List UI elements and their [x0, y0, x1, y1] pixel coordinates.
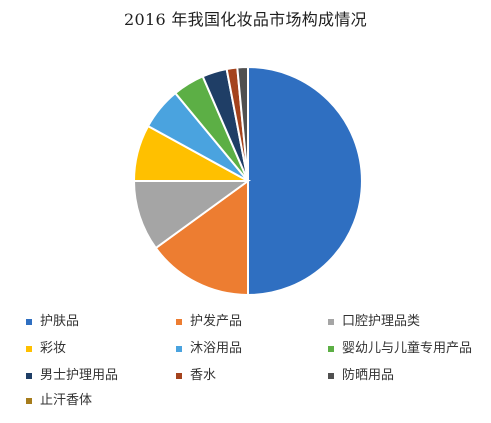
legend-swatch-perfume	[176, 373, 182, 379]
legend-label-skin-care: 护肤品	[40, 314, 80, 329]
legend-swatch-sunscreen	[328, 373, 334, 379]
pie-slice-2	[132, 180, 252, 250]
legend-swatch-baby-child	[328, 346, 334, 352]
legend-label-hair-care: 护发产品	[190, 314, 243, 329]
legend-label-antiperspirant: 止汗香体	[40, 393, 93, 408]
legend-item-skin-care: 护肤品	[26, 313, 79, 331]
legend-swatch-hair-care	[176, 319, 182, 325]
pie-slice-1	[154, 179, 249, 297]
legend-label-sunscreen: 防晒用品	[342, 368, 395, 383]
legend-label-baby-child: 婴幼儿与儿童专用产品	[342, 341, 473, 356]
legend-swatch-antiperspirant	[26, 398, 32, 404]
legend-swatch-men-care	[26, 373, 32, 379]
legend-item-perfume: 香水	[176, 367, 216, 385]
legend: 护肤品 护发产品 口腔护理品类 彩妆 沐浴用品 婴幼儿与儿童专用产品 男士护理用…	[26, 313, 486, 413]
legend-item-makeup: 彩妆	[26, 340, 66, 358]
legend-label-perfume: 香水	[190, 368, 217, 383]
pie-slice-8	[236, 65, 249, 182]
legend-item-hair-care: 护发产品	[176, 313, 242, 331]
legend-swatch-oral-care	[328, 319, 334, 325]
legend-item-baby-child: 婴幼儿与儿童专用产品	[328, 340, 472, 358]
legend-swatch-makeup	[26, 346, 32, 352]
legend-label-makeup: 彩妆	[40, 341, 67, 356]
legend-swatch-skin-care	[26, 319, 32, 325]
legend-item-antiperspirant: 止汗香体	[26, 392, 92, 410]
legend-label-men-care: 男士护理用品	[40, 368, 119, 383]
legend-item-oral-care: 口腔护理品类	[328, 313, 420, 331]
legend-label-oral-care: 口腔护理品类	[342, 314, 421, 329]
legend-item-sunscreen: 防晒用品	[328, 367, 394, 385]
legend-item-men-care: 男士护理用品	[26, 367, 118, 385]
legend-swatch-bath	[176, 346, 182, 352]
pie-slice-0	[247, 65, 363, 297]
chart-title: 2016 年我国化妆品市场构成情况	[124, 10, 367, 29]
legend-item-bath: 沐浴用品	[176, 340, 242, 358]
legend-label-bath: 沐浴用品	[190, 341, 243, 356]
